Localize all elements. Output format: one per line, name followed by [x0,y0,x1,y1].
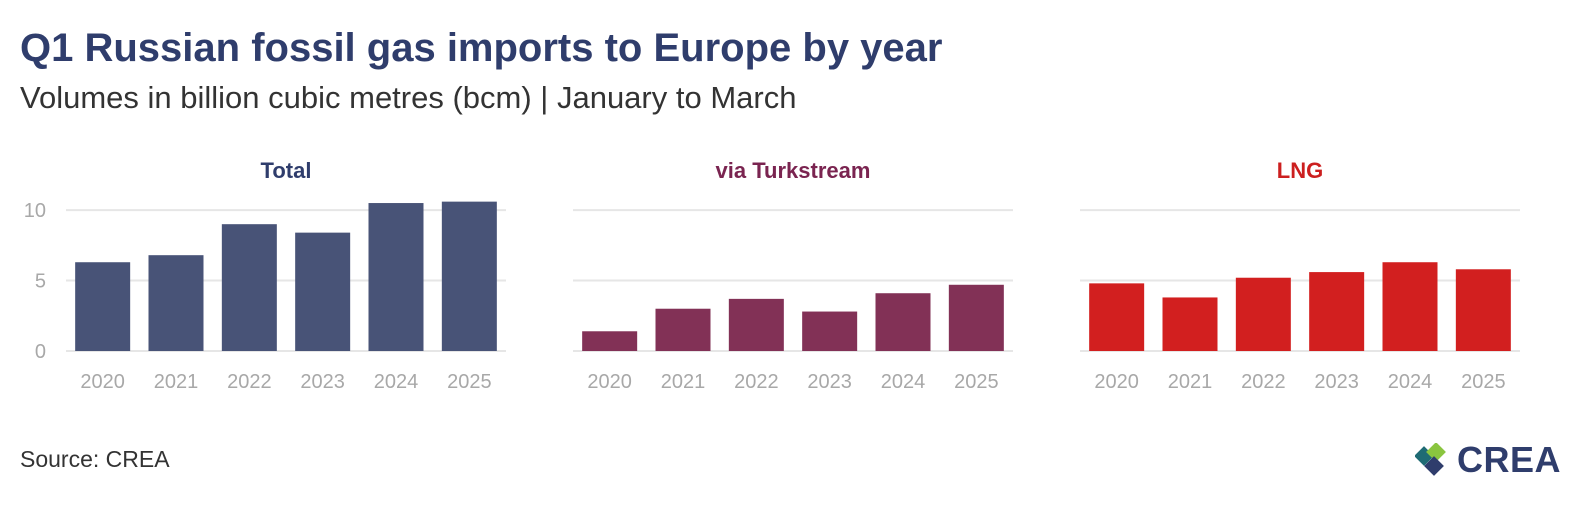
x-tick-label-1-2022: 2022 [734,371,779,393]
x-tick-label-0-2025: 2025 [447,371,492,393]
chart-title: Q1 Russian fossil gas imports to Europe … [20,26,943,70]
crea-logo-text: CREA [1457,439,1562,480]
x-tick-label-2-2022: 2022 [1241,371,1286,393]
panel-title-2: LNG [1277,158,1323,183]
x-tick-label-1-2021: 2021 [661,371,706,393]
x-tick-label-2-2020: 2020 [1094,371,1139,393]
bar-1-2021 [655,308,711,351]
x-tick-label-1-2024: 2024 [881,371,926,393]
x-tick-label-2-2025: 2025 [1461,371,1506,393]
bar-0-2024 [368,203,424,351]
bar-2-2024 [1382,262,1438,351]
bar-1-2025 [948,284,1004,351]
bar-0-2022 [221,224,277,351]
bar-0-2025 [441,201,497,351]
bar-0-2023 [295,232,351,351]
x-tick-label-1-2025: 2025 [954,371,999,393]
bar-1-2024 [875,293,931,351]
bar-2-2022 [1235,277,1291,351]
bar-2-2025 [1455,269,1511,351]
x-tick-label-0-2022: 2022 [227,371,272,393]
x-tick-label-0-2024: 2024 [374,371,419,393]
source-note: Source: CREA [20,446,170,472]
panel-title-0: Total [261,158,312,183]
bar-0-2020 [75,262,131,351]
x-tick-label-1-2020: 2020 [587,371,632,393]
x-tick-label-2-2023: 2023 [1314,371,1359,393]
y-tick-label-0: 0 [35,341,46,363]
x-tick-label-0-2023: 2023 [300,371,345,393]
y-tick-label-0: 10 [24,200,46,222]
crea-logo-icon [1415,443,1446,476]
x-tick-label-1-2023: 2023 [807,371,852,393]
crea-logo: CREA [1415,438,1575,482]
x-tick-label-2-2024: 2024 [1388,371,1433,393]
x-tick-label-2-2021: 2021 [1168,371,1213,393]
x-tick-label-0-2020: 2020 [80,371,125,393]
y-tick-label-0: 5 [35,271,46,293]
bar-1-2020 [582,331,638,351]
panel-title-1: via Turkstream [716,158,871,183]
x-tick-label-0-2021: 2021 [154,371,199,393]
bar-2-2020 [1089,283,1145,351]
bar-2-2021 [1162,297,1218,351]
bar-0-2021 [148,255,204,351]
chart-subtitle: Volumes in billion cubic metres (bcm) | … [20,80,797,115]
bar-1-2023 [802,311,858,351]
bar-2-2023 [1309,272,1365,351]
bar-1-2022 [728,298,784,351]
